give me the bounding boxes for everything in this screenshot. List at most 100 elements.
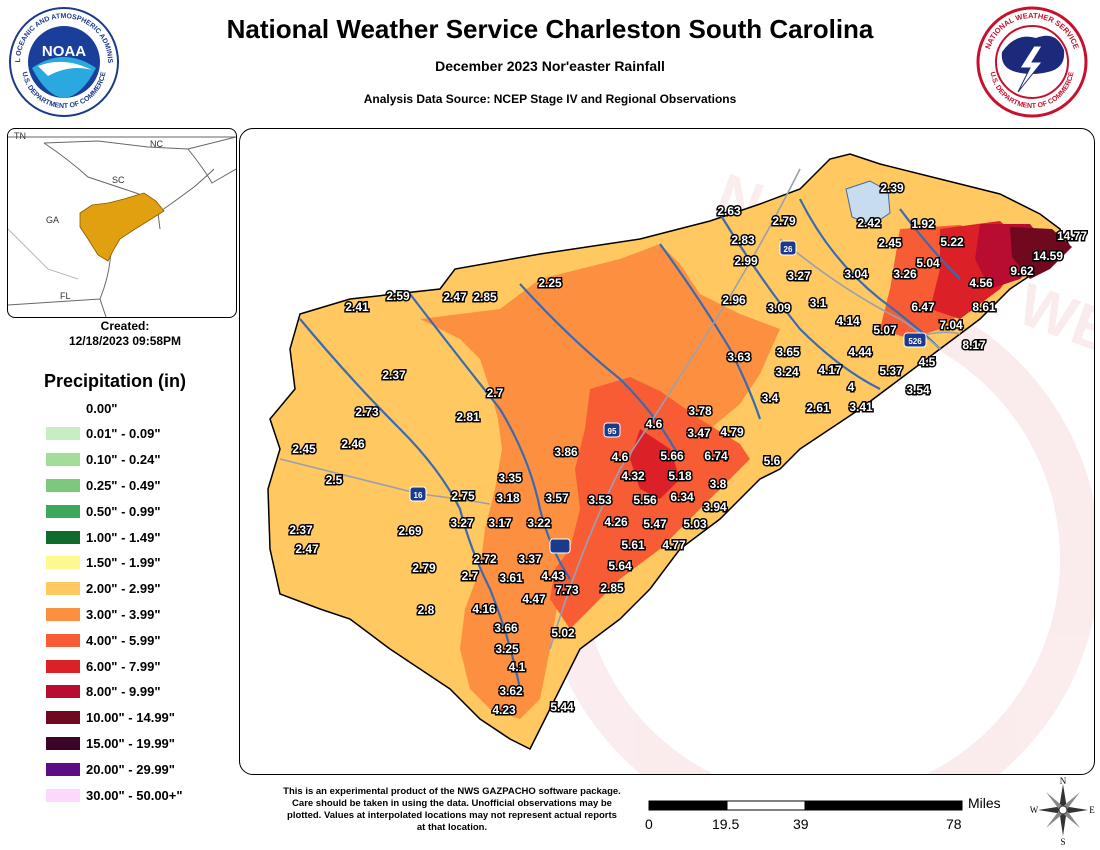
legend-label: 0.00" <box>86 400 118 416</box>
legend-label: 0.10" - 0.24" <box>86 452 161 468</box>
scale-tick-0: 0 <box>645 816 653 832</box>
legend-label: 15.00" - 19.99" <box>86 735 175 751</box>
rainfall-value-label: 2.99 <box>734 254 758 268</box>
rainfall-value-label: 2.47 <box>443 290 467 304</box>
rainfall-value-label: 2.42 <box>857 216 881 230</box>
rainfall-value-label: 4.16 <box>472 602 496 616</box>
rainfall-value-label: 2.8 <box>418 603 435 617</box>
legend-item: 30.00" - 50.00+" <box>46 785 183 805</box>
rivers <box>299 198 961 690</box>
legend-swatch <box>46 556 80 570</box>
legend-item: 0.01" - 0.09" <box>46 424 160 444</box>
legend-item: 6.00" - 7.99" <box>46 656 160 676</box>
rainfall-value-label: 4.32 <box>621 469 645 483</box>
rainfall-value-label: 5.04 <box>916 256 940 270</box>
compass-rose-icon: N S E W <box>1030 776 1095 846</box>
rainfall-value-label: 2.46 <box>341 437 365 451</box>
legend-swatch <box>46 401 80 415</box>
legend-item: 8.00" - 9.99" <box>46 682 160 702</box>
rainfall-value-label: 3.27 <box>450 516 474 530</box>
rainfall-value-label: 2.85 <box>600 581 624 595</box>
rainfall-value-label: 3.22 <box>527 516 551 530</box>
legend-item: 1.00" - 1.49" <box>46 527 160 547</box>
legend-label: 1.50" - 1.99" <box>86 555 161 571</box>
rainfall-value-label: 3.17 <box>488 516 512 530</box>
rainfall-value-label: 3.27 <box>787 269 811 283</box>
rainfall-value-label: 3.25 <box>495 642 519 656</box>
rainfall-value-label: 5.61 <box>621 538 645 552</box>
rainfall-value-label: 4.79 <box>720 425 744 439</box>
legend-swatch <box>46 582 80 596</box>
rainfall-value-label: 3.37 <box>518 552 542 566</box>
rainfall-value-label: 6.74 <box>704 449 728 463</box>
highway-shield-516 <box>549 538 571 554</box>
rainfall-value-label: 9.62 <box>1010 264 1034 278</box>
rainfall-value-label: 3.18 <box>496 491 520 505</box>
rainfall-value-label: 3.24 <box>775 365 799 379</box>
rainfall-value-labels: 2.39 2.63 2.79 2.42 1.92 2.45 5.22 14.77 14.59 2.… <box>288 180 1089 719</box>
rainfall-map: NATIONAL WEATHER SERVICE DEPARTMENT OF C… <box>239 128 1095 775</box>
rainfall-value-label: 2.25 <box>538 276 562 290</box>
inset-label-ga: GA <box>46 215 59 225</box>
rainfall-value-label: 4.77 <box>662 538 686 552</box>
svg-text:526: 526 <box>908 337 922 346</box>
legend-item: 15.00" - 19.99" <box>46 733 175 753</box>
rainfall-value-label: 5.6 <box>764 454 781 468</box>
rainfall-value-label: 2.79 <box>772 214 796 228</box>
rainfall-value-label: 2.75 <box>451 489 475 503</box>
rainfall-value-label: 3.41 <box>849 400 873 414</box>
legend-item: 0.10" - 0.24" <box>46 450 160 470</box>
rainfall-value-label: 7.73 <box>555 583 579 597</box>
legend-label: 3.00" - 3.99" <box>86 606 161 622</box>
rainfall-value-label: 4.23 <box>492 703 516 717</box>
legend-item: 20.00" - 29.99" <box>46 759 175 779</box>
rainfall-value-label: 3.66 <box>494 621 518 635</box>
rainfall-value-label: 2.5 <box>326 473 343 487</box>
rainfall-value-label: 3.4 <box>762 391 779 405</box>
lake-marion <box>845 180 891 226</box>
rainfall-value-label: 6.34 <box>670 490 694 504</box>
rainfall-value-label: 4.6 <box>646 417 663 431</box>
rainfall-value-label: 4.17 <box>818 363 842 377</box>
rainfall-value-label: 5.64 <box>608 559 632 573</box>
region-6in-coast <box>630 429 680 499</box>
highway-shield-16: 16 <box>409 486 427 502</box>
rainfall-value-label: 1.92 <box>911 217 935 231</box>
created-date: 12/18/2023 09:58PM <box>68 334 182 348</box>
rainfall-value-label: 4.47 <box>522 592 546 606</box>
disclaimer-text: This is an experimental product of the N… <box>283 786 621 833</box>
rainfall-value-label: 2.63 <box>717 204 741 218</box>
rainfall-value-label: 2.69 <box>398 524 422 538</box>
rainfall-value-label: 2.45 <box>292 442 316 456</box>
legend-swatch <box>46 762 80 776</box>
rainfall-value-label: 5.37 <box>879 364 903 378</box>
rainfall-value-label: 2.83 <box>731 233 755 247</box>
legend-item: 4.00" - 5.99" <box>46 630 160 650</box>
rainfall-value-label: 2.45 <box>878 236 902 250</box>
rainfall-value-label: 4.5 <box>919 355 936 369</box>
rainfall-value-label: 6.47 <box>911 300 935 314</box>
rainfall-value-label: 4.26 <box>604 515 628 529</box>
svg-text:E: E <box>1089 805 1095 815</box>
legend-label: 0.50" - 0.99" <box>86 503 161 519</box>
rainfall-value-label: 2.96 <box>722 293 746 307</box>
legend-swatch <box>46 659 80 673</box>
legend-item: 3.00" - 3.99" <box>46 604 160 624</box>
rainfall-value-label: 2.59 <box>386 289 410 303</box>
rainfall-value-label: 4.44 <box>848 345 872 359</box>
page-subtitle: December 2023 Nor'easter Rainfall <box>435 58 665 74</box>
created-label: Created: <box>100 319 150 333</box>
rainfall-value-label: 8.61 <box>972 300 996 314</box>
rainfall-value-label: 2.72 <box>473 552 497 566</box>
legend-label: 0.01" - 0.09" <box>86 426 161 442</box>
rainfall-value-label: 5.56 <box>633 493 657 507</box>
scale-tick-19-5: 19.5 <box>712 816 740 832</box>
rainfall-value-label: 2.39 <box>880 181 904 195</box>
rainfall-value-label: 3.65 <box>776 345 800 359</box>
legend-title: Precipitation (in) <box>44 371 187 391</box>
rainfall-value-label: 5.18 <box>668 469 692 483</box>
rainfall-value-label: 4.1 <box>509 660 526 674</box>
rainfall-value-label: 3.04 <box>844 267 868 281</box>
legend-swatch <box>46 633 80 647</box>
svg-text:95: 95 <box>608 427 617 436</box>
